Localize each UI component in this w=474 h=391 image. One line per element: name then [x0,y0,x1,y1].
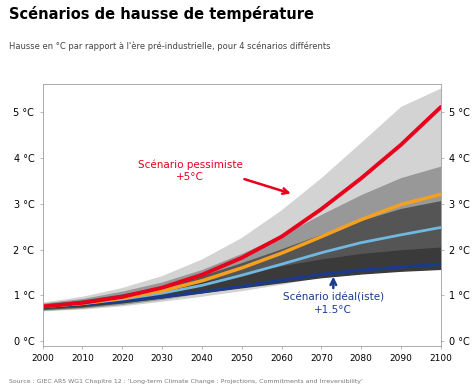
Text: Scénarios de hausse de température: Scénarios de hausse de température [9,6,314,22]
Text: Hausse en °C par rapport à l'ère pré-industrielle, pour 4 scénarios différents: Hausse en °C par rapport à l'ère pré-ind… [9,41,331,50]
Text: Scénario idéal(iste)
+1.5°C: Scénario idéal(iste) +1.5°C [283,293,384,314]
Text: Source : GIEC AR5 WG1 Chapitre 12 : 'Long-term Climate Change : Projections, Com: Source : GIEC AR5 WG1 Chapitre 12 : 'Lon… [9,379,364,384]
Text: Scénario pessimiste
+5°C: Scénario pessimiste +5°C [137,160,242,181]
